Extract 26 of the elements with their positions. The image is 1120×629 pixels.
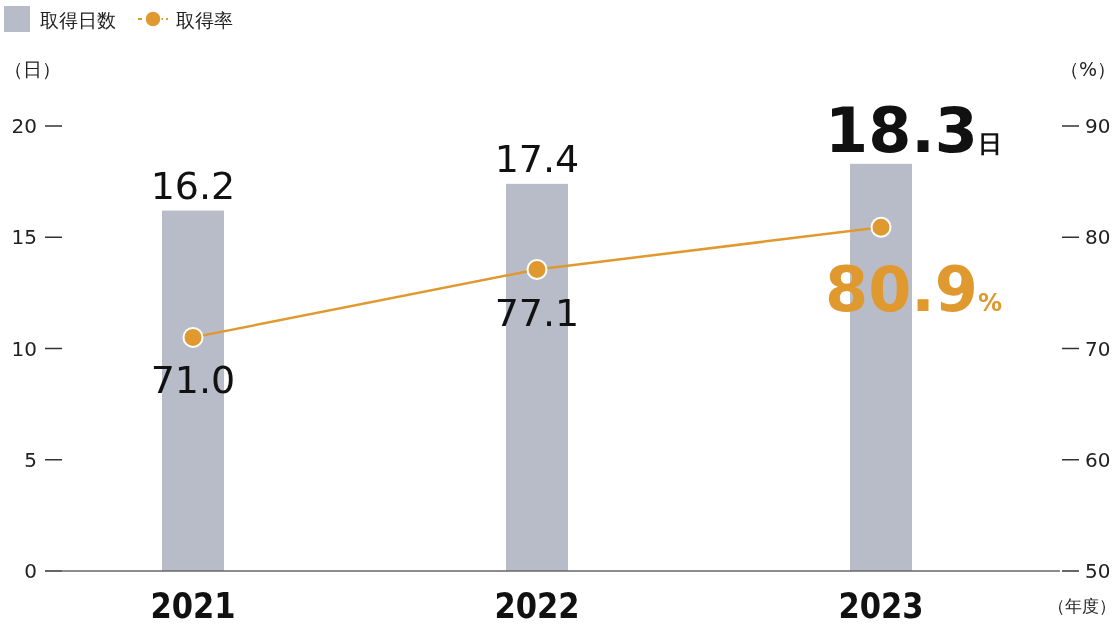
point (526, 259, 548, 281)
y-tick-label: 15 (11, 225, 37, 250)
x-tick-label: 2021 (150, 584, 236, 627)
y2-tick-label: 80 (1085, 225, 1111, 250)
y2-tick-label: 90 (1085, 114, 1111, 138)
legend-label: 取得日数 (40, 9, 116, 31)
y-tick-label: 5 (24, 447, 37, 472)
y-tick-label: 0 (24, 559, 37, 583)
y-tick-label: 10 (11, 336, 37, 361)
data-label: 71.0 (150, 358, 236, 403)
x-tick-label: 2022 (494, 584, 580, 627)
x-tick-label: 2023 (838, 584, 924, 627)
x-axis-title: （年度） (1048, 596, 1116, 616)
y2-tick-label: 70 (1085, 336, 1111, 361)
y2-axis-title: （%） (1059, 58, 1116, 80)
data-label: 17.4 (494, 136, 580, 181)
legend-label: 取得率 (176, 9, 233, 31)
data-label: 80.9% (825, 253, 1003, 327)
data-label: 16.2 (150, 163, 236, 208)
y2-tick-label: 60 (1085, 447, 1111, 472)
y-tick-label: 20 (11, 114, 37, 138)
y2-tick-label: 50 (1085, 559, 1111, 583)
point (870, 216, 892, 238)
y-axis-title: （日） (4, 58, 61, 80)
point (182, 326, 204, 348)
data-label: 77.1 (494, 290, 580, 335)
